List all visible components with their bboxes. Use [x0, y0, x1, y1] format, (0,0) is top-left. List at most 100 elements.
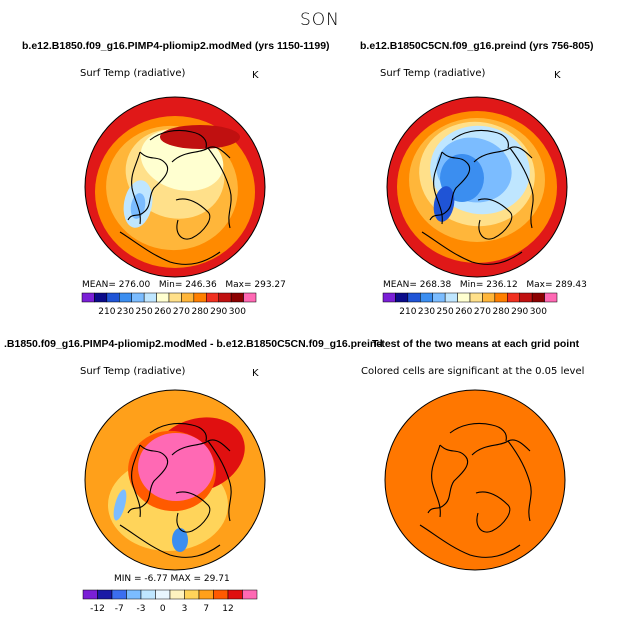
- panel4-note: Colored cells are significant at the 0.0…: [361, 366, 585, 377]
- panel1-colorbar-swatch: [193, 292, 207, 303]
- panel3-colorbar-swatch: [111, 589, 127, 600]
- panel2-colorbar-swatch: [544, 292, 558, 303]
- panel3-colorbar-swatch: [97, 589, 113, 600]
- panel2-colorbar-swatch: [482, 292, 496, 303]
- panel3-colorbar-swatch: [184, 589, 200, 600]
- panel4-map-border: [384, 389, 566, 571]
- panel2-colorbar-swatch: [507, 292, 520, 303]
- panel2-colorbar-swatch: [407, 292, 421, 303]
- panel3-colorbar-swatch: [198, 589, 214, 600]
- panel3-units: K: [252, 368, 259, 379]
- panel3-colorbar-tick-label: -12: [90, 604, 105, 614]
- panel1-colorbar-tick-label: 210: [98, 307, 115, 317]
- panel1-colorbar-tick-label: 270: [173, 307, 190, 317]
- panel1-colorbar-tick-label: 290: [210, 307, 227, 317]
- panel3-field-blue-patch: [113, 489, 127, 521]
- panel1-variable: Surf Temp (radiative): [80, 68, 186, 79]
- panel1-mean: 276.00: [118, 280, 151, 290]
- panel2-colorbar-tick-label: 290: [511, 307, 528, 317]
- panel4-coastlines: [419, 422, 532, 558]
- panel2-colorbar-tick-label: 230: [418, 307, 435, 317]
- panel1-colorbar-swatch: [218, 292, 232, 303]
- panel2-colorbar: 210 230 250 260 270 280 290 300: [382, 292, 558, 317]
- panel2-colorbar-swatch: [432, 292, 446, 303]
- panel2-colorbar-swatch: [382, 292, 396, 303]
- panel2-field-greenland: [433, 186, 455, 222]
- panel1-colorbar-swatch: [181, 292, 195, 303]
- panel2-colorbar-swatch: [469, 292, 483, 303]
- panel2-map-border: [386, 96, 568, 278]
- panel1-colorbar-swatch: [156, 292, 170, 303]
- panel3-colorbar-swatch: [242, 589, 258, 600]
- panel3-colorbar-swatch: [82, 589, 98, 600]
- panel3-map-border: [84, 389, 266, 571]
- panel1-units: K: [252, 70, 259, 81]
- panel2-colorbar-swatch: [457, 292, 471, 303]
- panel2-colorbar-swatch: [444, 292, 458, 303]
- panel2-colorbar-tick-label: 210: [399, 307, 416, 317]
- panel1-colorbar-swatch: [119, 292, 132, 303]
- panel2-colorbar-swatch: [395, 292, 409, 303]
- panel3-field-pink: [138, 433, 214, 501]
- panel1-colorbar-swatch: [81, 292, 95, 303]
- panel1-stats: MEAN= 276.00 Min= 246.36 Max= 293.27: [82, 280, 286, 290]
- panel3-colorbar-tick-label: 12: [222, 604, 233, 614]
- panel2-colorbar-swatch: [519, 292, 533, 303]
- panel2-colorbar-tick-label: 280: [492, 307, 509, 317]
- season-title: SON: [300, 10, 340, 30]
- panel3-colorbar-swatch: [169, 589, 185, 600]
- panel1-colorbar-swatch: [106, 292, 120, 303]
- panel3-colorbar-swatch: [140, 589, 156, 600]
- panel1-colorbar-swatch: [131, 292, 145, 303]
- panel1-colorbar-swatch: [143, 292, 157, 303]
- panel3-colorbar-swatch: [126, 589, 142, 600]
- panel1-colorbar-swatch: [94, 292, 108, 303]
- panel3-colorbar-tick-label: -7: [115, 604, 124, 614]
- panel2-colorbar-swatch: [494, 292, 508, 303]
- panel4-title: T-test of the two means at each grid poi…: [372, 338, 580, 350]
- panel2-colorbar-swatch: [420, 292, 433, 303]
- panel3-colorbar-tick-label: -3: [137, 604, 146, 614]
- panel1-min: 246.36: [185, 280, 217, 290]
- panel2-colorbar-swatch: [531, 292, 545, 303]
- panel3-coastlines: [119, 422, 232, 558]
- panel1-colorbar-swatch: [243, 292, 257, 303]
- panel2-min: 236.12: [486, 280, 518, 290]
- panel1-colorbar: 210 230 250 260 270 280 290 300: [81, 292, 257, 317]
- panel3-colorbar-tick-label: 7: [203, 604, 209, 614]
- panel2-map: [386, 96, 568, 278]
- panel2-colorbar-tick-label: 260: [455, 307, 472, 317]
- panel1-colorbar-tick-label: 250: [136, 307, 153, 317]
- panel1-map: [84, 96, 266, 278]
- panel1-title: b.e12.B1850.f09_g16.PIMP4-pliomip2.modMe…: [22, 40, 330, 52]
- panel4-field-significant: [385, 390, 565, 570]
- panel1-colorbar-tick-label: 300: [229, 307, 246, 317]
- panel2-max: 289.43: [555, 280, 587, 290]
- panel3-colorbar-tick-label: 0: [160, 604, 166, 614]
- panel2-mean: 268.38: [419, 280, 452, 290]
- panel3-title: .B1850.f09_g16.PIMP4-pliomip2.modMed - b…: [4, 338, 383, 350]
- panel2-title: b.e12.B1850C5CN.f09_g16.preind (yrs 756-…: [360, 40, 594, 52]
- panel3-colorbar-tick-label: 3: [182, 604, 188, 614]
- panel1-colorbar-swatch: [206, 292, 219, 303]
- panel1-field-pacific: [160, 125, 240, 149]
- panel3-map: [84, 389, 266, 571]
- panel3-colorbar-swatch: [213, 589, 229, 600]
- panel1-colorbar-swatch: [168, 292, 182, 303]
- panel3-field-blue-patch-2: [172, 528, 188, 552]
- panel3-colorbar-swatch: [155, 589, 171, 600]
- panel2-colorbar-tick-label: 250: [437, 307, 454, 317]
- panel3-stats: MIN = -6.77 MAX = 29.71: [114, 574, 230, 584]
- panel1-colorbar-swatch: [230, 292, 244, 303]
- panel3-variable: Surf Temp (radiative): [80, 366, 186, 377]
- panel1-colorbar-tick-label: 280: [191, 307, 208, 317]
- panel1-map-border: [84, 96, 266, 278]
- panel2-variable: Surf Temp (radiative): [380, 68, 486, 79]
- panel1-colorbar-tick-label: 260: [154, 307, 171, 317]
- panel4-map: [384, 389, 566, 571]
- panel2-units: K: [554, 70, 561, 81]
- panel1-max: 293.27: [254, 280, 286, 290]
- panel2-colorbar-tick-label: 300: [530, 307, 547, 317]
- panel2-colorbar-tick-label: 270: [474, 307, 491, 317]
- panel2-coastlines: [421, 129, 534, 265]
